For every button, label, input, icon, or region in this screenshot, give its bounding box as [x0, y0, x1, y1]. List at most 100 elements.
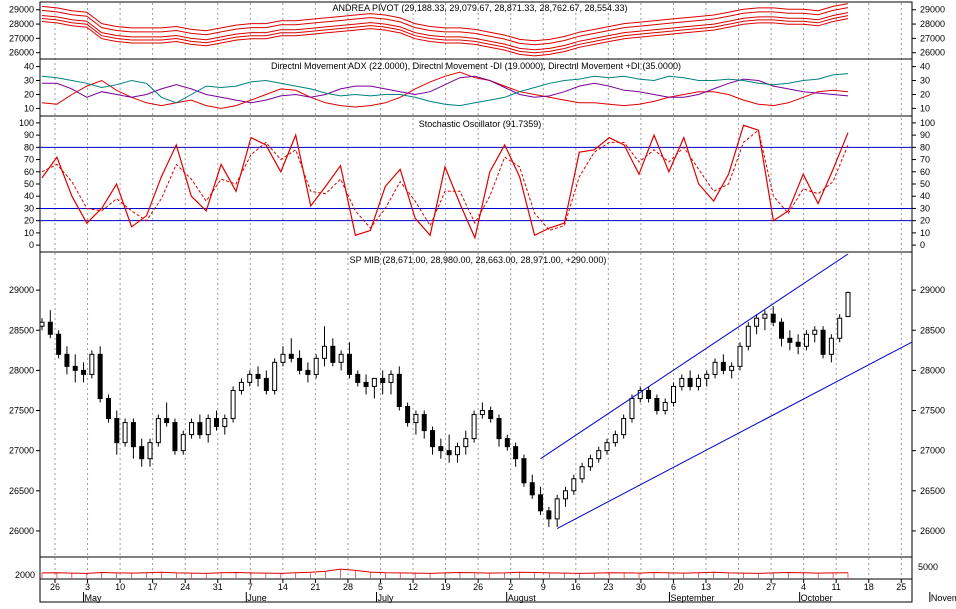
- candle-up: [596, 450, 602, 460]
- price-tick-label: 28500: [920, 325, 945, 335]
- stochastic-tick-label: 60: [920, 167, 930, 177]
- stochastic-tick-label: 70: [24, 155, 34, 165]
- candle-down: [521, 458, 527, 484]
- candle-down: [164, 418, 170, 424]
- pivot-tick-label: 27000: [9, 33, 34, 43]
- candle-down: [355, 373, 361, 383]
- candle-down: [496, 418, 502, 440]
- stochastic-tick-label: 30: [920, 203, 930, 213]
- stochastic-tick-label: 40: [920, 191, 930, 201]
- dmi-tick-label: 40: [920, 62, 930, 72]
- dmi-tick-label: 40: [24, 62, 34, 72]
- x-day-label: 26: [50, 582, 60, 592]
- candle-up: [180, 434, 186, 452]
- stochastic-tick-label: 30: [24, 203, 34, 213]
- x-day-labels: 26 3 10 17 24 31 7 14 21 28 5 12 19 26 2 9 16 23 30 6 13 20 27…: [50, 579, 906, 592]
- x-day-label: 31: [213, 582, 223, 592]
- pivot-line: [41, 15, 849, 54]
- dmi-tick-label: 10: [24, 103, 34, 113]
- x-month-label: August: [508, 593, 537, 603]
- x-day-label: 12: [408, 582, 418, 592]
- x-month-label: September: [670, 593, 714, 603]
- stochastic-tick-label: 80: [24, 142, 34, 152]
- candle-down: [488, 410, 494, 420]
- candle-up: [230, 389, 236, 420]
- stochastic-tick-label: 70: [920, 155, 930, 165]
- candle-down: [787, 337, 793, 343]
- stochastic-reference-lines: [40, 146, 912, 222]
- candle-up: [338, 353, 344, 363]
- candle-down: [654, 397, 660, 412]
- candle-down: [197, 422, 203, 436]
- dmi-lines: [41, 71, 849, 109]
- stochastic-tick-label: 20: [920, 216, 930, 226]
- candle-up: [729, 365, 735, 371]
- candle-down: [305, 369, 311, 375]
- stochastic-tick-label: 80: [920, 142, 930, 152]
- candle-up: [745, 325, 751, 347]
- price-tick-label: 26000: [920, 526, 945, 536]
- pivot-tick-label: 28000: [9, 19, 34, 29]
- price-y-ticks: 26000 26000 26500 26500 27000 27000 27500 27500…: [9, 285, 945, 536]
- pivot-tick-label: 26000: [920, 48, 945, 58]
- candle-down: [770, 313, 776, 323]
- candle-up: [413, 414, 419, 424]
- candle-down: [72, 365, 78, 371]
- volume-bars: [41, 568, 849, 578]
- candle-up: [205, 418, 211, 436]
- candle-down: [438, 446, 444, 452]
- x-month-label: June: [247, 593, 267, 603]
- x-day-label: 21: [310, 582, 320, 592]
- dmi-title: Directnl Movement ADX (22.0000), Directn…: [271, 61, 681, 71]
- candle-up: [604, 442, 610, 452]
- stochastic-lines: [41, 124, 849, 240]
- x-day-label: 30: [636, 582, 646, 592]
- candle-up: [621, 418, 627, 436]
- candle-up: [122, 422, 128, 444]
- x-day-label: 9: [541, 582, 546, 592]
- x-month-label: May: [85, 593, 103, 603]
- x-day-label: 27: [766, 582, 776, 592]
- stochastic-tick-label: 100: [920, 118, 935, 128]
- candle-down: [330, 345, 336, 363]
- candle-up: [471, 414, 477, 440]
- candle-down: [47, 321, 53, 335]
- pivot-line: [41, 3, 849, 42]
- candle-down: [114, 418, 120, 444]
- candle-up: [695, 377, 701, 387]
- candle-up: [579, 466, 585, 480]
- stochastic-tick-label: 90: [920, 130, 930, 140]
- candle-up: [238, 381, 244, 391]
- x-day-label: 10: [115, 582, 125, 592]
- x-day-label: 5: [378, 582, 383, 592]
- candle-up: [322, 345, 328, 359]
- candle-down: [81, 369, 87, 375]
- candle-up: [828, 337, 834, 355]
- stochastic-tick-label: 10: [24, 228, 34, 238]
- candle-up: [754, 317, 760, 327]
- candle-down: [56, 333, 62, 355]
- pivot-tick-label: 29000: [9, 5, 34, 15]
- candle-down: [363, 381, 369, 387]
- candle-down: [504, 438, 510, 448]
- candle-up: [189, 422, 195, 436]
- x-day-label: 2: [508, 582, 513, 592]
- pivot-line: [41, 7, 849, 46]
- candle-up: [762, 313, 768, 319]
- dmi-tick-label: 20: [920, 89, 930, 99]
- candle-up: [280, 353, 286, 363]
- candle-up: [812, 329, 818, 335]
- candle-up: [671, 385, 677, 403]
- candle-down: [513, 446, 519, 460]
- stochastic-tick-label: 0: [920, 240, 925, 250]
- pivot-title: ANDREA PIVOT (29,188.33, 29,079.67, 28,8…: [332, 3, 627, 13]
- x-axis-frame: [39, 578, 913, 603]
- candle-up: [388, 373, 394, 383]
- dmi-tick-label: 30: [920, 76, 930, 86]
- x-day-label: 16: [571, 582, 581, 592]
- candle-up: [712, 361, 718, 375]
- price-tick-label: 28000: [920, 365, 945, 375]
- price-tick-label: 27500: [9, 406, 34, 416]
- candle-up: [89, 353, 95, 375]
